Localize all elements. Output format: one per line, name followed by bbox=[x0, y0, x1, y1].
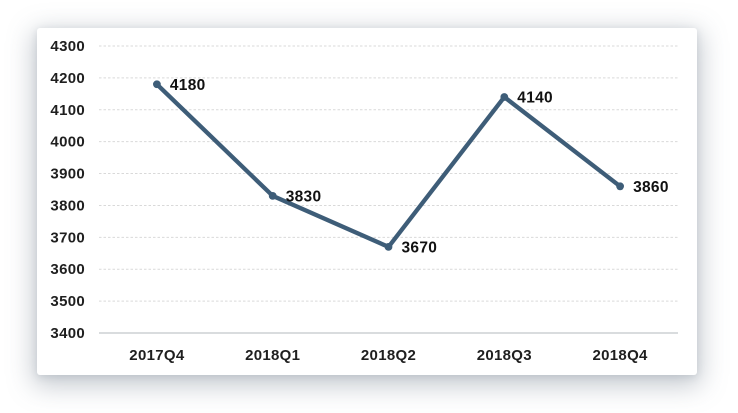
data-point-marker bbox=[500, 93, 509, 101]
y-axis-tick-label: 3600 bbox=[50, 261, 85, 278]
line-chart: 3400 3500 3600 3700 3800 3900 4000 4100 4200 4300… bbox=[50, 38, 678, 364]
x-axis-category-label: 2018Q3 bbox=[477, 347, 532, 364]
y-axis-tick-label: 4300 bbox=[50, 38, 85, 55]
y-axis-tick-label: 4200 bbox=[50, 70, 85, 87]
y-axis-tick-label: 3400 bbox=[50, 325, 85, 342]
x-axis-category-label: 2018Q4 bbox=[593, 347, 649, 364]
data-point-marker bbox=[616, 182, 624, 191]
data-point-label: 4140 bbox=[517, 90, 553, 107]
data-point-marker bbox=[384, 243, 393, 251]
x-axis-category-label: 2017Q4 bbox=[129, 347, 185, 364]
data-line bbox=[154, 82, 623, 250]
data-point-marker bbox=[268, 191, 277, 200]
chart-card: 3400 3500 3600 3700 3800 3900 4000 4100 4200 4300… bbox=[37, 28, 697, 375]
y-axis-tick-label: 4000 bbox=[50, 134, 85, 151]
data-point-marker bbox=[153, 80, 161, 89]
x-axis-category-label: 2018Q1 bbox=[245, 347, 300, 364]
data-point-label: 3860 bbox=[633, 179, 669, 196]
y-axis-tick-label: 3500 bbox=[50, 293, 85, 310]
y-axis-tick-label: 3900 bbox=[50, 166, 85, 183]
y-axis-tick-label: 4100 bbox=[50, 102, 85, 119]
data-point-label: 3830 bbox=[286, 188, 322, 205]
x-axis-category-label: 2018Q2 bbox=[361, 347, 416, 364]
y-axis-tick-label: 3800 bbox=[50, 197, 85, 214]
y-axis-tick-label: 3700 bbox=[50, 229, 85, 246]
data-point-label: 3670 bbox=[402, 239, 438, 256]
data-point-label: 4180 bbox=[170, 77, 206, 94]
